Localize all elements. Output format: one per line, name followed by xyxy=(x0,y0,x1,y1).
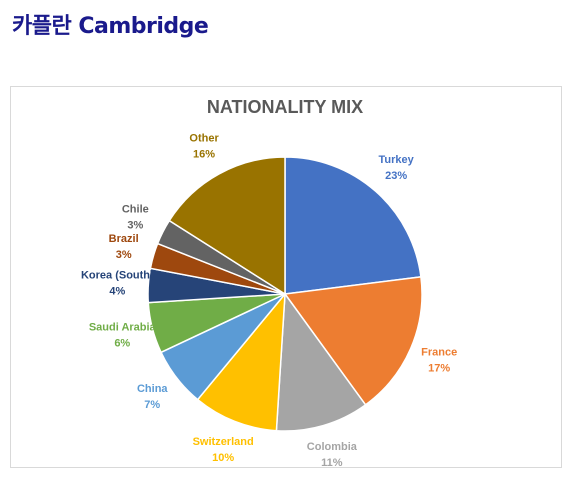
slice-label: Switzerland xyxy=(193,436,254,448)
slice-value-label: 4% xyxy=(109,285,125,297)
slice-label: Chile xyxy=(122,204,149,216)
slice-label: Korea (South) xyxy=(81,269,154,281)
slice-value-label: 7% xyxy=(144,399,160,411)
slice-value-label: 3% xyxy=(116,249,132,261)
slice-value-label: 6% xyxy=(114,338,130,350)
slice-value-label: 17% xyxy=(428,363,450,375)
pie-slice xyxy=(168,156,286,296)
page-title: 카플란 Cambridge xyxy=(12,14,209,39)
pie-slice xyxy=(284,156,422,295)
slice-label: Other xyxy=(189,133,219,145)
slice-label: Turkey xyxy=(378,154,414,166)
pie-slice xyxy=(283,275,423,406)
slice-label: France xyxy=(421,347,457,359)
slice-label: Colombia xyxy=(307,441,358,453)
slice-value-label: 11% xyxy=(321,457,343,469)
slice-value-label: 3% xyxy=(127,220,143,232)
slice-value-label: 23% xyxy=(385,170,407,182)
slice-label: Saudi Arabia xyxy=(89,322,157,334)
slice-value-label: 16% xyxy=(193,149,215,161)
pie-slice xyxy=(275,291,367,432)
slice-value-label: 10% xyxy=(212,452,234,464)
chart-title: NATIONALITY MIX xyxy=(207,97,363,117)
slice-label: China xyxy=(137,383,168,395)
slice-label: Brazil xyxy=(109,233,139,245)
pie-slice xyxy=(196,291,286,432)
